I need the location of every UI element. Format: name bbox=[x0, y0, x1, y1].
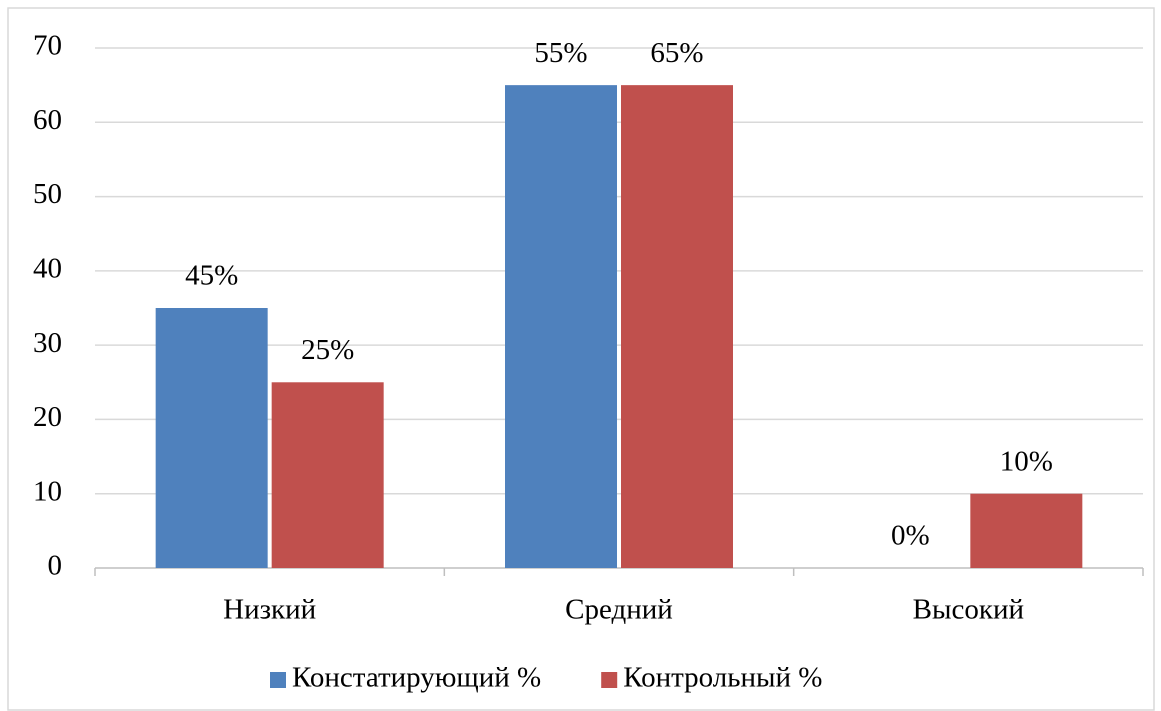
x-tick-label: Высокий bbox=[913, 594, 1024, 626]
data-label: 25% bbox=[301, 334, 354, 366]
y-tick-label: 40 bbox=[33, 253, 62, 285]
y-tick-label: 50 bbox=[33, 178, 62, 210]
legend-label: Констатирующий % bbox=[292, 662, 541, 694]
y-tick-label: 60 bbox=[33, 104, 62, 136]
data-label: 45% bbox=[185, 260, 238, 292]
bar bbox=[155, 308, 268, 568]
bar bbox=[621, 85, 733, 569]
y-tick-label: 20 bbox=[33, 401, 62, 433]
legend-swatch bbox=[601, 672, 618, 688]
legend-label: Контрольный % bbox=[623, 662, 822, 694]
data-label: 65% bbox=[650, 37, 703, 69]
y-tick-label: 10 bbox=[33, 475, 62, 507]
y-tick-label: 30 bbox=[33, 327, 62, 359]
y-tick-label: 70 bbox=[33, 30, 62, 62]
x-tick-label: Средний bbox=[565, 594, 673, 626]
bar bbox=[970, 493, 1083, 568]
data-label: 55% bbox=[534, 37, 587, 69]
data-label: 0% bbox=[891, 520, 930, 552]
bar bbox=[505, 85, 617, 569]
x-tick-label: Низкий bbox=[223, 594, 316, 626]
data-label: 10% bbox=[1000, 445, 1053, 477]
y-tick-label: 0 bbox=[48, 550, 63, 582]
bar bbox=[271, 382, 384, 568]
legend-swatch bbox=[270, 672, 286, 688]
